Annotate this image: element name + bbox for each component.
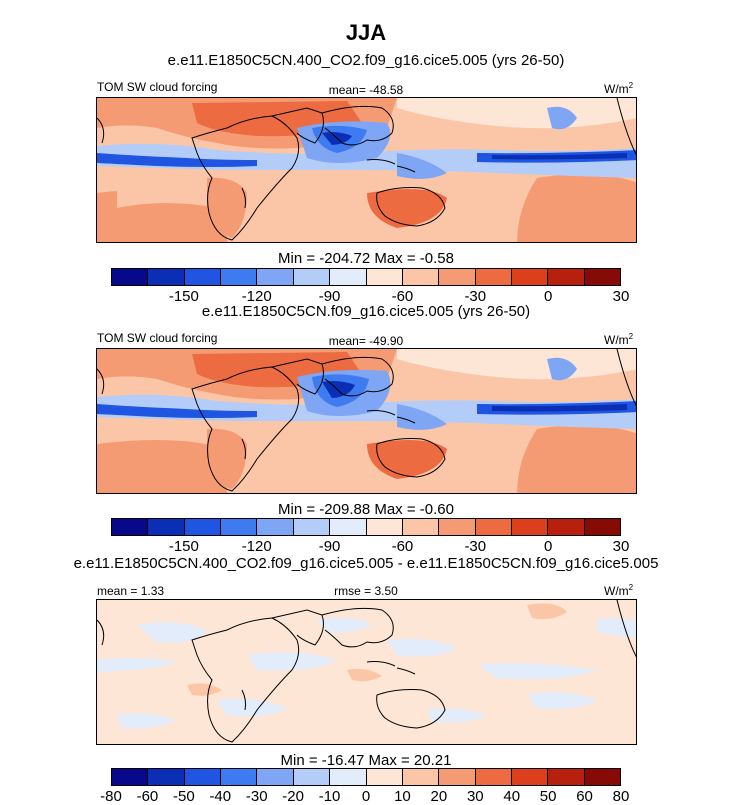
colorbar-tick-label: -90: [318, 288, 341, 305]
colorbar-swatch: [584, 769, 621, 785]
colorbar-swatch: [257, 769, 294, 785]
colorbar-tick-label: -90: [318, 538, 341, 555]
colorbar-swatch: [148, 269, 185, 285]
colorbar-tick-label: -30: [245, 788, 268, 805]
colorbar-swatch: [184, 269, 222, 285]
colorbar-swatch: [475, 769, 512, 785]
panel2-field-label: TOM SW cloud forcing: [97, 331, 218, 345]
colorbar-swatch: [475, 269, 512, 285]
colorbar-swatch: [402, 769, 440, 785]
panel3-case-title: e.e11.E1850C5CN.400_CO2.f09_g16.cice5.00…: [73, 555, 659, 572]
colorbar-swatch: [221, 519, 258, 535]
colorbar-tick-label: -30: [464, 288, 487, 305]
panel1-units: W/m2: [604, 81, 634, 96]
colorbar-tick-label: -30: [464, 538, 487, 555]
colorbar-tick-label: 0: [543, 288, 553, 305]
colorbar-swatch: [511, 519, 549, 535]
panel1-field-label: TOM SW cloud forcing: [97, 80, 218, 94]
colorbar-swatch: [148, 519, 185, 535]
colorbar-tick-label: 0: [361, 788, 371, 805]
colorbar-swatch: [293, 269, 331, 285]
panel3-mean: mean = 1.33: [97, 584, 165, 598]
colorbar-tick-label: -80: [100, 788, 122, 805]
colorbar-swatch: [184, 519, 222, 535]
colorbar-tick-label: 30: [466, 788, 484, 805]
panel1-map: [96, 97, 637, 243]
colorbar-swatch: [112, 519, 149, 535]
colorbar-swatch: [366, 519, 403, 535]
colorbar-swatch: [511, 269, 549, 285]
panel2-map: [96, 348, 637, 494]
colorbar-swatch: [584, 519, 621, 535]
panel1-case-title: e.e11.E1850C5CN.400_CO2.f09_g16.cice5.00…: [167, 52, 565, 69]
colorbar-tick-label: -150: [168, 288, 199, 305]
panel2-colorbar: [111, 518, 621, 536]
colorbar-tick-label: -50: [173, 788, 195, 805]
colorbar-swatch: [366, 769, 403, 785]
colorbar-tick-label: 40: [503, 788, 521, 805]
colorbar-tick-label: 80: [612, 788, 630, 805]
panel1-mean: mean= -48.58: [328, 83, 404, 97]
colorbar-swatch: [257, 519, 294, 535]
colorbar-swatch: [475, 519, 512, 535]
colorbar-swatch: [402, 269, 440, 285]
panel2-mean: mean= -49.90: [328, 334, 404, 348]
panel3-minmax: Min = -16.47 Max = 20.21: [280, 752, 452, 769]
colorbar-swatch: [330, 519, 367, 535]
colorbar-tick-label: -120: [241, 288, 272, 305]
colorbar-swatch: [548, 519, 585, 535]
colorbar-swatch: [439, 269, 476, 285]
colorbar-swatch: [257, 269, 294, 285]
colorbar-swatch: [293, 519, 331, 535]
colorbar-tick-label: 50: [539, 788, 557, 805]
colorbar-swatch: [584, 269, 621, 285]
colorbar-swatch: [548, 769, 585, 785]
colorbar-tick-label: 60: [576, 788, 593, 805]
colorbar-swatch: [112, 769, 149, 785]
figure-title: JJA: [345, 20, 387, 45]
colorbar-tick-label: -20: [282, 788, 304, 805]
panel3-map: [96, 599, 637, 745]
colorbar-tick-label: 10: [394, 788, 411, 805]
colorbar-tick-label: 20: [430, 788, 448, 805]
colorbar-tick-label: -40: [209, 788, 232, 805]
colorbar-tick-label: 30: [612, 288, 630, 305]
colorbar-swatch: [366, 269, 403, 285]
colorbar-swatch: [439, 519, 476, 535]
colorbar-tick-label: -150: [168, 538, 199, 555]
colorbar-swatch: [112, 269, 149, 285]
colorbar-tick-label: -60: [391, 538, 414, 555]
colorbar-swatch: [148, 769, 185, 785]
colorbar-swatch: [293, 769, 331, 785]
colorbar-swatch: [548, 269, 585, 285]
colorbar-tick-label: -60: [136, 788, 159, 805]
colorbar-swatch: [184, 769, 222, 785]
colorbar-swatch: [330, 269, 367, 285]
colorbar-tick-label: -120: [241, 538, 272, 555]
panel2-units: W/m2: [604, 332, 634, 347]
panel1-minmax: Min = -204.72 Max = -0.58: [278, 250, 454, 267]
colorbar-tick-label: 30: [612, 538, 630, 555]
colorbar-swatch: [439, 769, 476, 785]
colorbar-swatch: [511, 769, 549, 785]
panel3-units: W/m2: [604, 583, 634, 598]
panel3-colorbar: [111, 768, 621, 786]
panel2-minmax: Min = -209.88 Max = -0.60: [278, 501, 454, 518]
colorbar-swatch: [221, 269, 258, 285]
panel1-colorbar: [111, 268, 621, 286]
colorbar-tick-label: 0: [543, 538, 553, 555]
colorbar-swatch: [402, 519, 440, 535]
colorbar-tick-label: -10: [318, 788, 341, 805]
colorbar-tick-label: -60: [391, 288, 414, 305]
panel2-case-title: e.e11.E1850C5CN.f09_g16.cice5.005 (yrs 2…: [201, 303, 531, 320]
panel3-rmse: rmse = 3.50: [334, 584, 398, 598]
colorbar-swatch: [221, 769, 258, 785]
colorbar-swatch: [330, 769, 367, 785]
